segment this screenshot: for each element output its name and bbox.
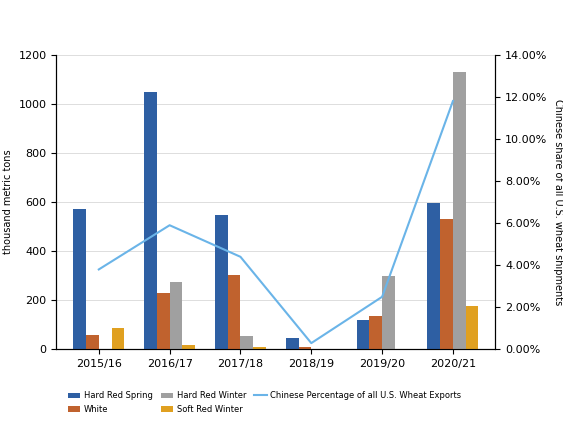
- Text: Chinese imports of U.S. wheat: Chinese imports of U.S. wheat: [87, 20, 324, 35]
- Bar: [369, 316, 382, 349]
- Bar: [73, 209, 86, 349]
- Bar: [286, 338, 298, 349]
- Bar: [111, 328, 124, 349]
- Bar: [453, 72, 466, 349]
- Bar: [240, 336, 253, 349]
- Bar: [157, 293, 169, 349]
- Bar: [466, 306, 479, 349]
- Bar: [298, 347, 311, 349]
- Bar: [215, 215, 227, 349]
- Y-axis label: Chinese share of all U.S. wheat shipments: Chinese share of all U.S. wheat shipment…: [553, 99, 563, 305]
- Bar: [382, 276, 395, 349]
- Bar: [182, 345, 195, 349]
- Bar: [86, 335, 99, 349]
- Y-axis label: thousand metric tons: thousand metric tons: [3, 150, 13, 254]
- Text: Figure 1:: Figure 1:: [6, 20, 83, 35]
- Bar: [227, 274, 240, 349]
- Bar: [440, 219, 453, 349]
- Bar: [169, 282, 182, 349]
- Legend: Hard Red Spring, White, Hard Red Winter, Soft Red Winter, Chinese Percentage of : Hard Red Spring, White, Hard Red Winter,…: [64, 388, 465, 417]
- Bar: [253, 347, 266, 349]
- Bar: [356, 320, 369, 349]
- Bar: [427, 203, 440, 349]
- Bar: [144, 92, 157, 349]
